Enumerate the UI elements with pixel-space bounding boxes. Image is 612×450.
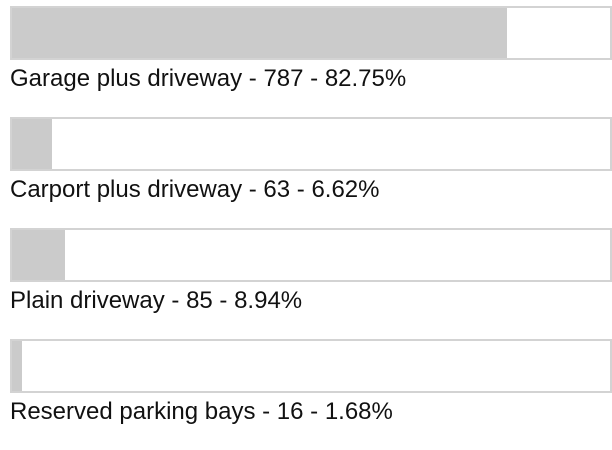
bar xyxy=(12,8,507,58)
option-label: Garage plus driveway - 787 - 82.75% xyxy=(10,65,407,92)
poll-item: Garage plus driveway - 787 - 82.75% xyxy=(0,6,612,117)
bar-track xyxy=(10,339,612,393)
bar xyxy=(12,341,23,391)
poll-item: Carport plus driveway - 63 - 6.62% xyxy=(0,117,612,228)
bar xyxy=(12,230,66,280)
option-label: Carport plus driveway - 63 - 6.62% xyxy=(10,176,380,203)
bar xyxy=(12,119,52,169)
poll-item: Reserved parking bays - 16 - 1.68% xyxy=(0,339,612,450)
bar-track xyxy=(10,228,612,282)
bar-track xyxy=(10,117,612,171)
bar-track xyxy=(10,6,612,60)
poll-item: Plain driveway - 85 - 8.94% xyxy=(0,228,612,339)
option-label: Reserved parking bays - 16 - 1.68% xyxy=(10,398,393,425)
option-label: Plain driveway - 85 - 8.94% xyxy=(10,287,303,314)
